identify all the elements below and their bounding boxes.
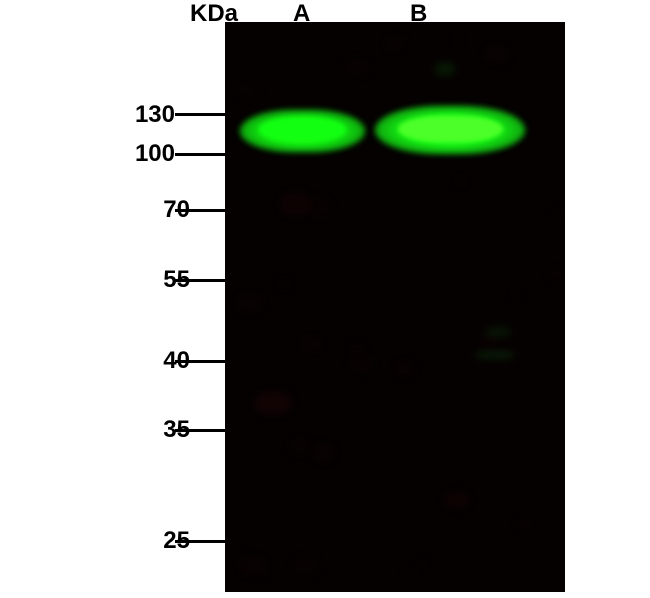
mw-tick-35 [175,429,225,432]
mw-label-100: 100 [115,140,175,168]
blot-canvas: KDa A B 1301007055403525 [0,0,650,598]
bg-noise [554,209,565,221]
noise-speck [280,192,310,216]
bg-noise [417,560,427,567]
bg-noise [292,556,319,575]
bg-noise [241,557,266,575]
mw-tick-25 [175,540,225,543]
bg-noise [485,46,510,63]
bg-noise [344,58,370,76]
noise-speck [255,392,291,414]
mw-tick-70 [175,209,225,212]
bg-noise [516,517,536,531]
bg-noise [456,178,466,185]
bg-noise [236,294,262,312]
blot-membrane [225,22,565,592]
bg-noise [404,567,417,576]
mw-label-130: 130 [115,101,175,129]
frame-left [0,0,225,598]
frame-right [565,0,650,598]
bg-noise [386,37,405,50]
bg-noise [236,81,259,97]
bg-noise [263,585,282,592]
bg-noise [511,293,520,299]
band-core-lane-b [398,116,503,142]
lane-label-b: B [410,0,427,28]
bg-noise [278,280,289,288]
noise-speck [485,327,511,337]
bg-noise [395,362,414,375]
bg-noise [312,445,334,461]
noise-speck [445,492,469,508]
band-core-lane-a [259,118,347,141]
bg-noise [350,344,364,354]
bg-noise [453,37,461,43]
mw-tick-130 [175,113,225,116]
lane-label-a: A [293,0,310,28]
bg-noise [289,439,310,453]
bg-noise [348,355,374,373]
noise-speck [435,62,455,76]
frame-bottom [0,592,650,598]
noise-speck [475,352,515,358]
bg-noise [302,337,321,350]
mw-tick-100 [175,153,225,156]
mw-tick-55 [175,279,225,282]
kda-unit-label: KDa [190,0,238,28]
mw-tick-40 [175,360,225,363]
bg-noise [548,268,564,279]
